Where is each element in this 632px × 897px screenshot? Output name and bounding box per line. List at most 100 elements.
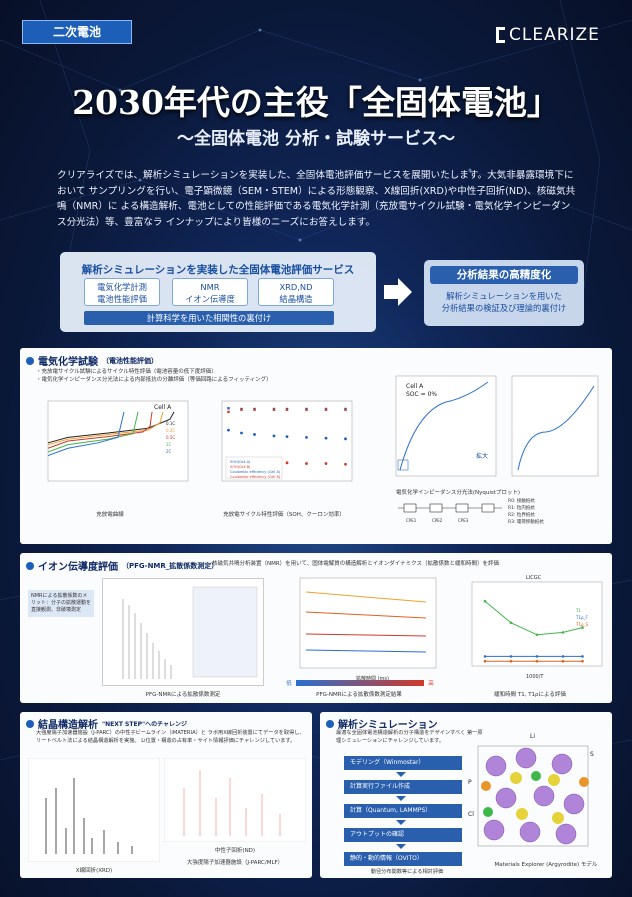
nyquist-soc-label: SOC = 0% [406, 391, 437, 398]
discharge-series-0.2C [47, 411, 164, 446]
page-subtitle: ～全固体電池 分析・試験サービス～ [177, 129, 455, 149]
chart2-legend: SOH(Cell A) SOH(Cell B) Coulombic effici… [225, 456, 283, 480]
legend-item: 1C [166, 442, 172, 447]
relaxation-chart: T1 T1ρ_F T1ρ_S LICGC 1000/T [471, 575, 603, 680]
legend-item: Coulombic efficiency (Cell B) [230, 475, 281, 479]
flow-box-line1: XRD,ND [279, 282, 313, 292]
point [535, 633, 539, 637]
chart-frame [395, 375, 497, 477]
circuit-note: R0: 接触抵抗 [508, 499, 535, 504]
flow-box-line2: イオン伝導度 [185, 294, 235, 304]
point [227, 410, 230, 414]
point [344, 437, 347, 441]
nyquist-plot: Cell A SOC = 0% 拡大 [395, 375, 599, 477]
arrow-left-label: 低 [286, 681, 292, 687]
result-heading: 分析結果の高精度化 [430, 266, 578, 284]
point [483, 599, 487, 603]
point [240, 431, 243, 435]
point [272, 408, 276, 411]
arrow-right-label: 高 [428, 681, 434, 687]
flow-box-xrd: XRD,ND 結晶構造 [258, 278, 334, 306]
legend-item: T1 [575, 608, 581, 613]
bullet-icon [26, 356, 34, 365]
ion-title-text: イオン伝導度評価 [38, 562, 118, 573]
discharge-curve-chart: 0.1C 0.2C 0.5C 1C 2C Cell A [47, 400, 189, 482]
down-arrow-icon [396, 844, 406, 849]
service-flow-heading: 解析シミュレーションを実装した全固体電池評価サービス [81, 264, 355, 276]
arrow-right-icon [384, 278, 412, 306]
point [561, 655, 565, 658]
point [285, 408, 289, 411]
flow-box-nmr: NMR イオン伝導度 [172, 278, 248, 306]
sim-caption: Materials Explorer (Argyrodite) モデル [494, 862, 598, 868]
series-line [305, 649, 427, 653]
equivalent-circuit: CPE1 CPE2 CPE3 [398, 503, 502, 523]
zoom-chart-frame [511, 375, 599, 477]
crystal-title: 結晶構造解析 "NEXT STEP"へのチャレンジ [26, 716, 187, 731]
atom-label-s: S [590, 751, 594, 758]
point [324, 436, 328, 440]
point [285, 461, 289, 465]
point [483, 655, 487, 658]
point [305, 462, 308, 465]
zoom-curve [517, 385, 595, 471]
point [285, 435, 289, 439]
bullet-icon [326, 719, 334, 728]
chart1-caption: 充放電曲線 [96, 512, 124, 518]
sim-body: 最適な全固体電池構造解析の分子構造をデザインすべく 第一原理シミュレーションにチ… [336, 730, 483, 744]
point [581, 659, 584, 663]
point [324, 408, 328, 411]
point [344, 462, 347, 466]
logo-text: CLEARIZE [509, 25, 600, 45]
legend-item: SOH(Cell B) [230, 465, 251, 469]
chart3-xlabel: 1000/T [526, 674, 544, 680]
result-line2: 分析結果の検証及び理論的裏付け [441, 303, 567, 313]
xrd-pattern [28, 758, 160, 862]
legend-item: 2C [166, 449, 172, 454]
sim-title: 解析シミュレーション [326, 716, 438, 731]
point [253, 433, 256, 436]
jparc-caption: 大強度陽子加速器施設（J-PARC/MLF） [186, 860, 284, 866]
diffusion-chart: 拡散時間 (ms) [299, 577, 437, 682]
crystal-body: 大強度陽子加速器施設（J-PARC）の中性子ビームライン（iMATERIA）と … [36, 730, 305, 744]
down-arrow-icon [396, 772, 406, 777]
legend-item: 0.5C [166, 435, 175, 440]
logo-bracket-icon [496, 27, 505, 43]
sim-card [320, 712, 612, 878]
atom-label-p: P [468, 779, 472, 786]
cycle-characteristic-chart: SOH(Cell A) SOH(Cell B) Coulombic effici… [221, 400, 353, 482]
chart3-title: LICGC [526, 575, 542, 581]
point [535, 655, 539, 658]
ion-lead: 核磁気共鳴分析装置（NMR）を用いて、固体電解質の構造解析とイオンダイナミクス（… [212, 561, 499, 567]
result-body: 解析シミュレーションを用いた 分析結果の検証及び理論的裏付け [430, 290, 578, 314]
electrochem-title-sub: （電池性能評価） [102, 356, 158, 365]
electrochem-bullet-1: ・充放電サイクル試験によるサイクル特性評価（電池容量の低下度評価） [36, 369, 217, 375]
spectrum-lines [122, 586, 258, 679]
circuit-note: R3: 電荷移動抵抗 [508, 520, 544, 525]
point [344, 408, 347, 411]
circuit-note: R2: 粒界抵抗 [508, 513, 535, 518]
nd-pattern [164, 758, 306, 842]
sim-step-3: 計算（Quantum, LAMMPS） [344, 804, 462, 818]
point [483, 659, 487, 663]
intro-paragraph: クリアライズでは、解析シミュレーションを実装した、全固体電池評価サービスを展開い… [57, 170, 576, 228]
nyquist-caption: 電気化学インピーダンス分光法(Nyquistプロット) [396, 490, 521, 496]
crystal-title-text: 結晶構造解析 [38, 720, 98, 731]
result-line1: 解析シミュレーションを用いた [446, 291, 562, 301]
crystal-title-sub: "NEXT STEP"へのチャレンジ [102, 721, 188, 728]
point [561, 631, 565, 634]
sim-footer: 動径分布関数等による相対評価 [370, 869, 444, 875]
electrochem-title-text: 電気化学試験 [38, 357, 98, 368]
series-line [305, 633, 427, 637]
zoom-box [397, 459, 409, 471]
point [240, 408, 243, 411]
nd-caption: 中性子回折(ND) [214, 848, 256, 854]
discharge-series-0.5C [47, 411, 153, 449]
category-tag: 二次電池 [22, 20, 132, 44]
sim-step-4: アウトプットの確認 [344, 828, 462, 842]
point [535, 659, 539, 663]
flow-box-line2: 電池性能評価 [97, 294, 147, 304]
legend-item: 0.2C [166, 428, 175, 433]
flow-box-line1: NMR [200, 282, 220, 292]
atom-label-cl: Cl [468, 811, 474, 818]
